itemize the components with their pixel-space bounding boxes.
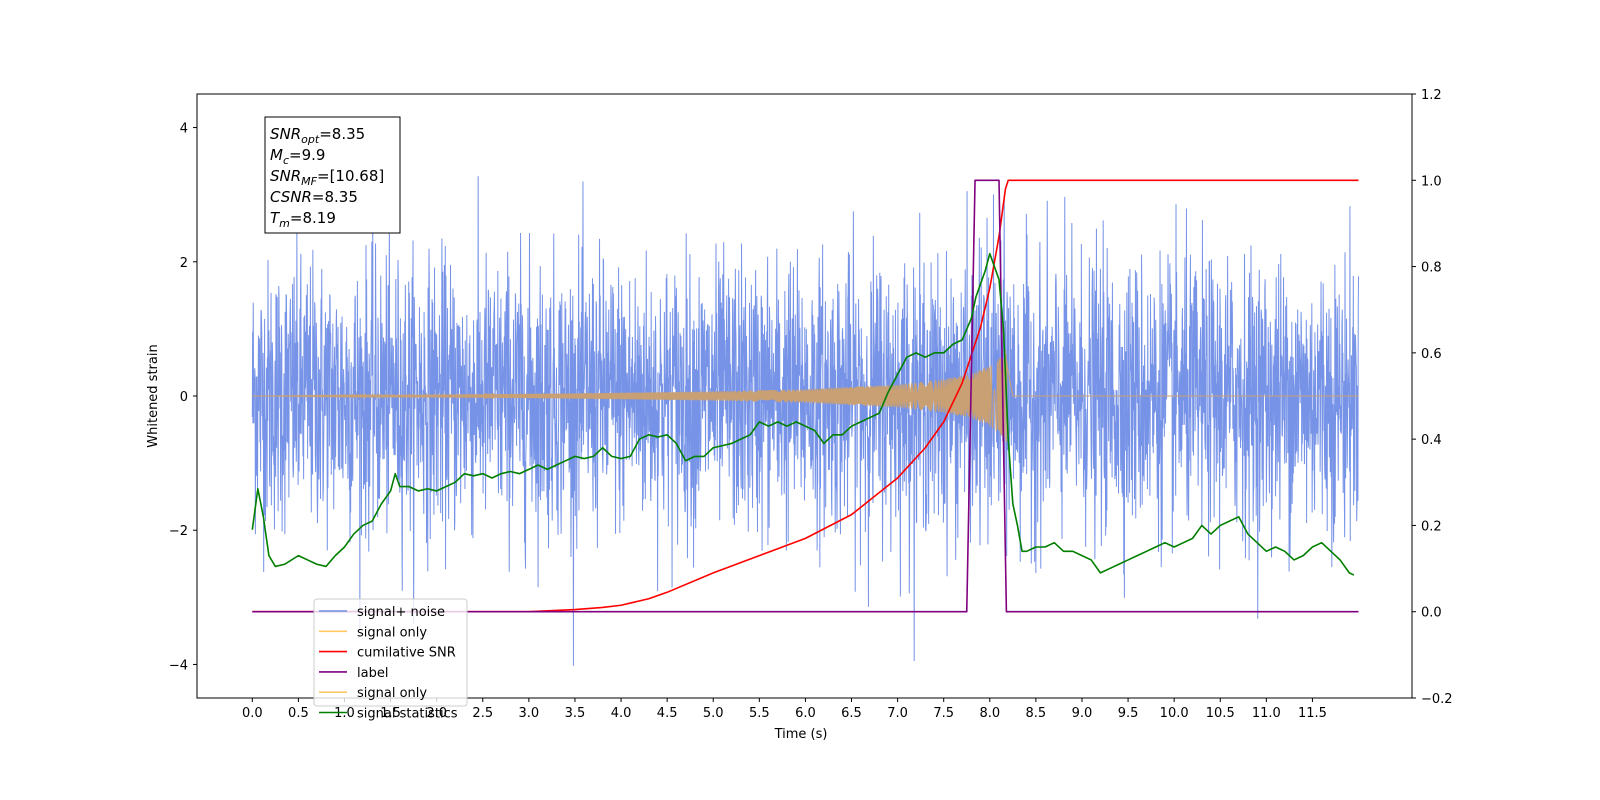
y-right-tick-label: 0.6 bbox=[1421, 347, 1442, 362]
x-tick-label: 3.5 bbox=[565, 706, 586, 721]
annotation-subscript: opt bbox=[301, 133, 320, 146]
annotation-value: =8.35 bbox=[319, 125, 365, 143]
annotation-box: SNRopt=8.35Mc=9.9SNRMF=[10.68]CSNR=8.35T… bbox=[264, 116, 401, 234]
legend-frame bbox=[313, 598, 468, 707]
annotation-variable: SNR bbox=[270, 125, 301, 143]
x-tick-label: 7.5 bbox=[933, 706, 954, 721]
annotation-variable: SNR bbox=[270, 167, 301, 185]
annotation-value: =8.19 bbox=[290, 209, 336, 227]
y-left-tick-label: 4 bbox=[180, 122, 188, 137]
x-tick-label: 9.0 bbox=[1072, 706, 1093, 721]
annotation-variable: M bbox=[270, 146, 283, 164]
x-tick-label: 9.5 bbox=[1118, 706, 1139, 721]
series-signal-only bbox=[252, 350, 1359, 442]
series-signal-noise bbox=[251, 176, 1360, 666]
x-tick-label: 10.5 bbox=[1206, 706, 1235, 721]
series-label bbox=[252, 179, 1359, 613]
x-tick-label: 8.5 bbox=[1026, 706, 1047, 721]
y-axis-right: 1.2 1.0 0.8 0.6 0.4 0.2 0.0 −0.2 bbox=[1412, 88, 1453, 707]
x-tick-label: 3.0 bbox=[519, 706, 540, 721]
x-tick-label: 10.0 bbox=[1160, 706, 1189, 721]
x-tick-label: 7.0 bbox=[887, 706, 908, 721]
y-right-tick-label: 1.2 bbox=[1421, 88, 1442, 103]
y-left-tick-label: 0 bbox=[180, 390, 188, 405]
x-tick-label: 1.5 bbox=[380, 706, 401, 721]
annotation-frame bbox=[264, 116, 401, 234]
y-right-tick-label: 0.4 bbox=[1421, 433, 1442, 448]
x-tick-label: 4.0 bbox=[611, 706, 632, 721]
y-axis-label: Whitened strain bbox=[146, 344, 161, 447]
y-right-tick-label: 0.0 bbox=[1421, 606, 1442, 621]
x-tick-label: 2.0 bbox=[426, 706, 447, 721]
annotation-subscript: m bbox=[279, 217, 290, 230]
x-tick-label: 11.5 bbox=[1298, 706, 1327, 721]
annotation-line: Tm=8.19 bbox=[270, 209, 336, 230]
x-tick-label: 11.0 bbox=[1252, 706, 1281, 721]
y-right-tick-label: 1.0 bbox=[1421, 174, 1442, 189]
legend-entry: cumilative SNR bbox=[357, 646, 456, 661]
x-tick-label: 4.5 bbox=[657, 706, 678, 721]
x-axis: 0.0 0.5 1.0 1.5 2.0 2.5 3.0 3.5 4.0 4.5 5.0 5.5 6.0 6… bbox=[242, 698, 1327, 721]
annotation-variable: T bbox=[270, 209, 281, 227]
y-left-tick-label: −4 bbox=[169, 658, 188, 673]
annotation-line: CSNR=8.35 bbox=[270, 188, 358, 206]
series-layer bbox=[251, 176, 1360, 666]
x-tick-label: 5.5 bbox=[749, 706, 770, 721]
annotation-value: =8.35 bbox=[312, 188, 358, 206]
y-left-tick-label: −2 bbox=[169, 524, 188, 539]
x-tick-label: 0.0 bbox=[242, 706, 263, 721]
legend-entry: label bbox=[357, 666, 388, 681]
x-tick-label: 0.5 bbox=[288, 706, 309, 721]
annotation-line: Mc=9.9 bbox=[270, 146, 325, 167]
annotation-value: =[10.68] bbox=[317, 167, 384, 185]
y-right-tick-label: 0.8 bbox=[1421, 261, 1442, 276]
y-right-tick-label: −0.2 bbox=[1421, 692, 1453, 707]
y-left-tick-label: 2 bbox=[180, 256, 188, 271]
annotation-subscript: c bbox=[283, 154, 289, 167]
y-axis-left: 4 2 0 −2 −4 bbox=[169, 122, 197, 673]
annotation-variable: CSNR bbox=[270, 188, 312, 206]
series-signal-statistics bbox=[251, 252, 1355, 576]
annotation-line: SNRMF=[10.68] bbox=[270, 167, 384, 188]
y-right-tick-label: 0.2 bbox=[1421, 519, 1442, 534]
x-tick-label: 5.0 bbox=[703, 706, 724, 721]
x-tick-label: 1.0 bbox=[334, 706, 355, 721]
x-tick-label: 6.0 bbox=[795, 706, 816, 721]
series-cumulative-snr bbox=[252, 179, 1359, 613]
annotation-line: SNRopt=8.35 bbox=[270, 125, 365, 146]
legend-entry: signal statistics bbox=[357, 707, 458, 722]
annotation-subscript: MF bbox=[301, 175, 317, 188]
legend: signal+ noise signal only cumilative SNR la… bbox=[313, 598, 468, 722]
x-tick-label: 8.0 bbox=[979, 706, 1000, 721]
x-tick-label: 2.5 bbox=[472, 706, 493, 721]
legend-entry: signal only bbox=[357, 625, 427, 640]
legend-entry: signal only bbox=[357, 686, 427, 701]
annotation-value: =9.9 bbox=[289, 146, 325, 164]
x-axis-label: Time (s) bbox=[774, 727, 828, 742]
x-tick-label: 6.5 bbox=[841, 706, 862, 721]
legend-entry: signal+ noise bbox=[357, 605, 445, 620]
